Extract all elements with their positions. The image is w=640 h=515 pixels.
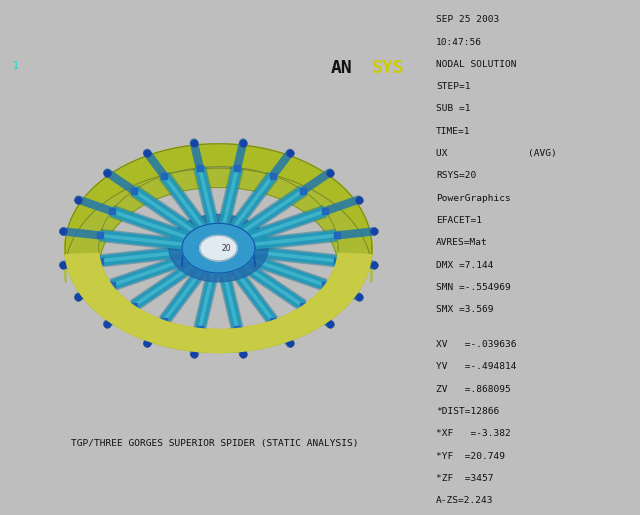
Text: STEP=1: STEP=1 (436, 82, 470, 91)
Text: PowerGraphics: PowerGraphics (436, 194, 511, 202)
Polygon shape (99, 167, 338, 264)
Text: *DIST=12866: *DIST=12866 (436, 407, 499, 416)
Text: SMX =3.569: SMX =3.569 (436, 305, 493, 314)
Text: EFACET=1: EFACET=1 (436, 216, 482, 225)
Polygon shape (65, 144, 372, 282)
Polygon shape (65, 144, 372, 282)
Polygon shape (65, 144, 372, 282)
Text: SEP 25 2003: SEP 25 2003 (436, 15, 499, 24)
Text: 10:47:56: 10:47:56 (436, 38, 482, 46)
Text: SYS: SYS (372, 59, 404, 77)
Text: TGP/THREE GORGES SUPERIOR SPIDER (STATIC ANALYSIS): TGP/THREE GORGES SUPERIOR SPIDER (STATIC… (71, 439, 358, 449)
Polygon shape (182, 224, 255, 273)
Text: DMX =7.144: DMX =7.144 (436, 261, 493, 269)
Polygon shape (65, 144, 372, 282)
Text: XV   =-.039636: XV =-.039636 (436, 340, 516, 349)
Text: AN: AN (331, 59, 353, 77)
Text: *XF   =-3.382: *XF =-3.382 (436, 430, 511, 438)
Polygon shape (182, 224, 255, 267)
Polygon shape (182, 224, 255, 273)
Text: TIME=1: TIME=1 (436, 127, 470, 136)
Polygon shape (169, 214, 268, 282)
Text: AVRES=Mat: AVRES=Mat (436, 238, 488, 247)
Polygon shape (66, 168, 371, 263)
Polygon shape (65, 144, 372, 282)
Text: RSYS=20: RSYS=20 (436, 171, 476, 180)
Polygon shape (70, 144, 367, 228)
Polygon shape (200, 235, 237, 261)
Text: NODAL SOLUTION: NODAL SOLUTION (436, 60, 516, 69)
Text: 1: 1 (13, 61, 19, 71)
Polygon shape (65, 144, 372, 352)
Polygon shape (200, 235, 237, 261)
Polygon shape (184, 224, 253, 248)
Polygon shape (65, 144, 372, 282)
Polygon shape (65, 253, 372, 352)
Text: *YF  =20.749: *YF =20.749 (436, 452, 505, 460)
Polygon shape (65, 144, 372, 352)
Polygon shape (202, 242, 236, 265)
Text: UX              (AVG): UX (AVG) (436, 149, 557, 158)
Text: YV   =-.494814: YV =-.494814 (436, 363, 516, 371)
Text: *ZF  =3457: *ZF =3457 (436, 474, 493, 483)
Text: A-ZS=2.243: A-ZS=2.243 (436, 496, 493, 505)
Text: SUB =1: SUB =1 (436, 105, 470, 113)
Text: 20: 20 (221, 244, 231, 253)
Text: ZV   =.868095: ZV =.868095 (436, 385, 511, 393)
Text: SMN =-.554969: SMN =-.554969 (436, 283, 511, 292)
